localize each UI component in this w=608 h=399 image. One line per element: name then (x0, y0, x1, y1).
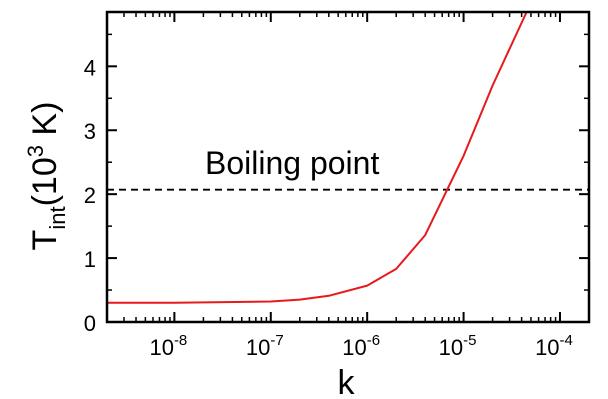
y-label-units-suffix: K) (26, 102, 64, 145)
x-tick-exponent: -5 (463, 332, 476, 349)
y-axis-label: Tint(103 K) (23, 102, 70, 251)
series-line-0 (107, 11, 528, 304)
x-tick-label: 10-7 (246, 332, 284, 360)
plot-frame (105, 10, 591, 324)
y-tick-label: 3 (84, 119, 96, 144)
x-tick-base: 10 (149, 335, 173, 360)
x-tick-exponent: -7 (270, 332, 283, 349)
y-tick-label: 4 (84, 55, 96, 80)
y-label-units-exponent: 3 (23, 145, 48, 157)
x-tick-base: 10 (246, 335, 270, 360)
x-tick-base: 10 (342, 335, 366, 360)
y-tick-label: 1 (84, 247, 96, 272)
x-tick-exponent: -8 (174, 332, 187, 349)
y-label-units-prefix: (10 (26, 157, 64, 206)
y-label-base: T (26, 230, 64, 251)
x-tick-label: 10-4 (535, 332, 573, 360)
x-tick-base: 10 (439, 335, 463, 360)
x-tick-label: 10-8 (149, 332, 187, 360)
y-tick-label: 2 (84, 183, 96, 208)
x-tick-base: 10 (535, 335, 559, 360)
plot-content (107, 11, 589, 304)
x-tick-label: 10-6 (342, 332, 380, 360)
x-tick-exponent: -6 (367, 332, 380, 349)
annotation-boiling-point: Boiling point (205, 145, 379, 181)
y-axis-label-group: Tint(103 K) (23, 102, 70, 251)
x-axis-label: k (338, 364, 356, 399)
y-tick-label: 0 (84, 311, 96, 336)
y-label-subscript: int (45, 206, 70, 229)
x-tick-label: 10-5 (439, 332, 477, 360)
x-tick-exponent: -4 (560, 332, 573, 349)
